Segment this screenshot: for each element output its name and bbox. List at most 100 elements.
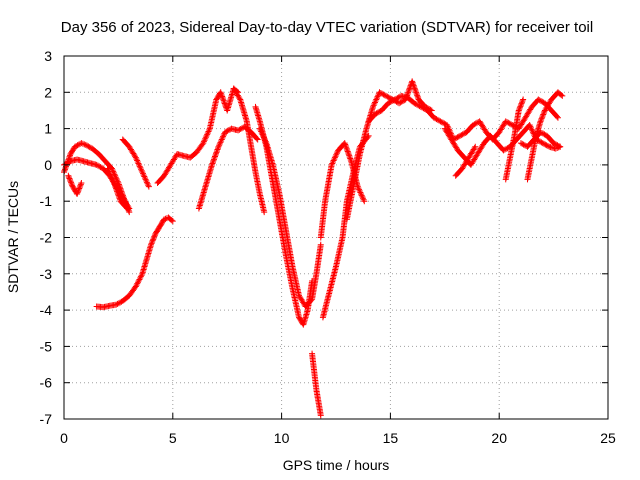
data-point-marker [537,98,544,105]
data-point-marker [507,121,514,128]
data-point-marker [145,183,152,190]
data-point-marker [539,114,546,121]
data-point-marker [517,102,524,109]
data-point-marker [540,110,547,117]
data-point-marker [62,164,69,171]
data-point-marker [372,111,379,118]
data-point-marker [371,99,378,106]
data-point-marker [77,181,84,188]
data-point-marker [343,144,350,151]
data-point-marker [77,182,84,189]
data-point-marker [413,101,420,108]
data-point-marker [443,121,450,128]
data-point-marker [557,143,564,150]
data-point-marker [261,209,268,216]
data-point-marker [220,133,227,140]
data-point-marker [136,161,143,168]
data-point-marker [459,131,466,138]
data-point-marker [543,142,550,149]
data-point-marker [455,133,462,140]
data-point-marker [527,123,534,130]
series-track-3 [65,172,85,197]
data-point-marker [66,153,73,160]
data-point-marker [206,127,213,134]
data-point-marker [143,179,150,186]
data-point-marker [329,158,336,165]
data-point-marker [262,138,269,145]
data-point-marker [217,89,224,96]
data-point-marker [374,93,381,100]
data-point-marker [106,169,113,176]
data-point-marker [503,145,510,152]
data-point-marker [396,100,403,107]
y-tick-label: -1 [40,193,53,209]
data-point-marker [383,92,390,99]
data-point-marker [405,88,412,95]
data-point-marker [115,192,122,199]
series-track-8 [195,123,261,212]
data-point-marker [141,174,148,181]
data-point-marker [519,99,526,106]
data-point-marker [516,106,523,113]
data-point-marker [346,154,353,161]
data-point-marker [421,105,428,112]
data-point-marker [219,135,226,142]
data-point-marker [217,139,224,146]
data-point-marker [161,216,168,223]
data-point-marker [384,93,391,100]
data-point-marker [116,194,123,201]
data-point-marker [506,120,513,127]
data-point-marker [505,119,512,126]
data-point-marker [433,116,440,123]
data-point-marker [113,301,120,308]
data-point-marker [519,97,526,104]
data-point-marker [397,99,404,106]
data-point-marker [143,177,150,184]
data-point-marker [343,145,350,152]
data-point-marker [110,178,117,185]
data-point-marker [405,89,412,96]
data-point-marker [412,86,419,93]
data-point-marker [370,102,377,109]
data-point-marker [258,129,265,136]
data-point-marker [133,156,140,163]
series-track-5 [119,136,152,190]
data-point-marker [139,169,146,176]
data-point-marker [341,140,348,147]
data-point-marker [553,141,560,148]
data-point-marker [440,119,447,126]
data-point-marker [200,140,207,147]
data-point-marker [504,119,511,126]
data-point-marker [113,187,120,194]
data-point-marker [225,127,232,134]
data-point-marker [218,92,225,99]
data-point-marker [328,161,335,168]
data-point-marker [137,164,144,171]
data-point-marker [210,157,217,164]
data-point-marker [559,92,566,99]
data-point-marker [359,193,366,200]
data-point-marker [132,283,139,290]
data-point-marker [150,234,157,241]
data-point-marker [107,172,114,179]
data-point-marker [139,170,146,177]
x-tick-label: 5 [169,430,177,446]
data-point-marker [220,132,227,139]
y-axis-label: SDTVAR / TECUs [5,181,21,293]
data-point-marker [537,118,544,125]
x-axis-label: GPS time / hours [283,457,390,473]
data-point-marker [385,94,392,101]
data-point-marker [436,117,443,124]
data-point-marker [202,134,209,141]
data-point-marker [254,136,261,143]
data-point-marker [145,182,152,189]
data-point-marker [205,128,212,135]
data-point-marker [216,140,223,147]
data-point-marker [113,185,120,192]
data-point-marker [526,121,533,128]
data-point-marker [82,141,89,148]
series-track-12 [309,350,324,419]
data-point-marker [65,156,72,163]
